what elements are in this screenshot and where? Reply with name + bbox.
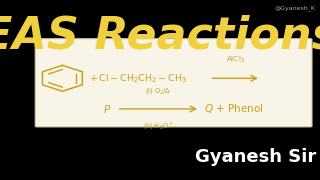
Text: $+ \,\mathrm{Cl} - \mathrm{CH_2CH_2} - \mathrm{CH_3}$: $+ \,\mathrm{Cl} - \mathrm{CH_2CH_2} - \… xyxy=(89,72,187,85)
Text: $\mathrm{AlCl_3}$: $\mathrm{AlCl_3}$ xyxy=(226,55,244,65)
Text: (ii) $\mathrm{H_3O^+}$: (ii) $\mathrm{H_3O^+}$ xyxy=(143,120,174,132)
Text: $P$: $P$ xyxy=(103,103,111,115)
FancyBboxPatch shape xyxy=(35,39,312,127)
Text: $Q$ + Phenol: $Q$ + Phenol xyxy=(204,102,264,115)
Text: Gyanesh Sir: Gyanesh Sir xyxy=(196,148,316,166)
Text: (i) $\mathrm{O_2/\Delta}$: (i) $\mathrm{O_2/\Delta}$ xyxy=(145,86,172,96)
Text: EAS Reactions: EAS Reactions xyxy=(0,15,320,57)
Text: @Gyanesh_K: @Gyanesh_K xyxy=(274,5,315,11)
